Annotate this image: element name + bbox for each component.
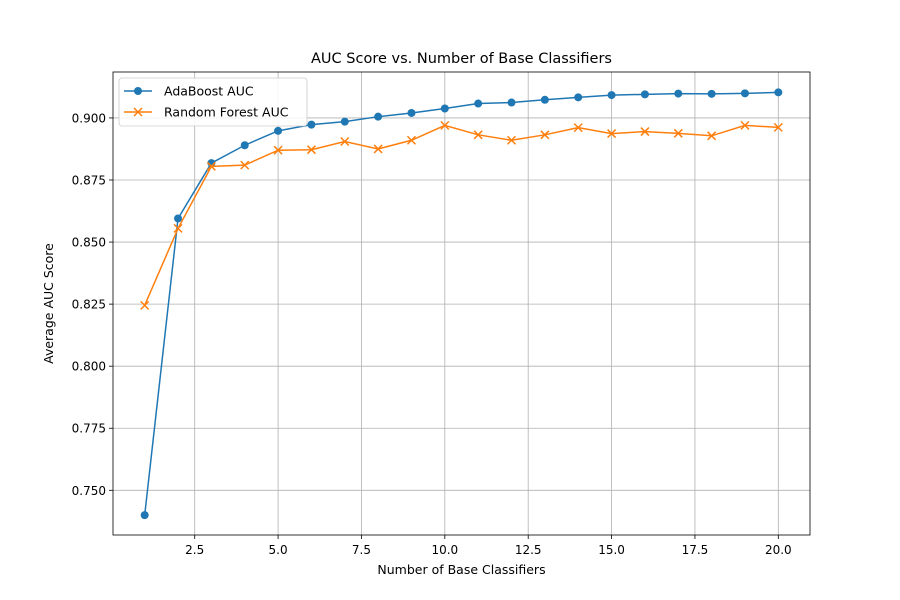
y-tick-label: 0.800 [72, 360, 106, 374]
plot-area-frame [112, 71, 811, 536]
x-tick-label: 7.5 [352, 543, 371, 557]
x-axis-label: Number of Base Classifiers [377, 562, 545, 577]
x-tick-label: 10.0 [431, 543, 458, 557]
tick-layer: 2.5 5.0 7.5 10.0 12.5 15.0 17.5 20.0 0.750 0.775 0… [72, 111, 792, 557]
x-tick-label: 2.5 [185, 543, 204, 557]
data-point-adaboost-auc [540, 95, 549, 104]
data-point-adaboost-auc [440, 104, 449, 113]
data-point-random-forest-auc [406, 135, 417, 145]
data-point-random-forest-auc [607, 129, 617, 139]
y-axis-label: Average AUC Score [41, 243, 56, 364]
data-point-adaboost-auc [374, 112, 383, 121]
y-tick-label: 0.850 [72, 236, 106, 250]
data-point-adaboost-auc [740, 89, 749, 98]
data-point-random-forest-auc [306, 145, 316, 155]
data-point-random-forest-auc [473, 130, 483, 140]
y-tick-label: 0.875 [72, 173, 106, 187]
legend-box [118, 77, 308, 127]
y-tick-label: 0.825 [72, 298, 106, 312]
data-point-adaboost-auc [274, 126, 283, 135]
data-point-random-forest-auc [573, 123, 583, 133]
legend-marker-random-forest [133, 107, 143, 117]
data-point-adaboost-auc [707, 89, 716, 98]
data-point-adaboost-auc [407, 108, 416, 117]
x-tick-label: 5.0 [269, 543, 288, 557]
data-point-random-forest-auc [140, 300, 150, 310]
data-point-random-forest-auc [707, 131, 717, 141]
legend-label-random-forest: Random Forest AUC [164, 105, 289, 120]
legend-marker-adaboost [134, 87, 142, 95]
data-point-random-forest-auc [373, 144, 383, 154]
data-point-random-forest-auc [240, 160, 250, 170]
chart-title: AUC Score vs. Number of Base Classifiers [311, 51, 612, 67]
x-tick-label: 17.5 [682, 543, 709, 557]
data-point-adaboost-auc [140, 511, 149, 520]
data-point-adaboost-auc [307, 120, 316, 129]
data-point-adaboost-auc [674, 89, 683, 98]
y-tick-label: 0.750 [72, 484, 106, 498]
legend: AdaBoost AUC Random Forest AUC [118, 77, 308, 127]
data-point-adaboost-auc [174, 214, 183, 223]
data-point-random-forest-auc [506, 135, 517, 145]
data-point-random-forest-auc [173, 223, 183, 233]
y-tick-label: 0.775 [72, 422, 106, 436]
data-point-adaboost-auc [607, 91, 616, 100]
data-point-random-forest-auc [773, 122, 783, 132]
data-point-random-forest-auc [540, 130, 550, 140]
data-point-random-forest-auc [740, 120, 750, 130]
data-point-adaboost-auc [640, 90, 649, 99]
x-tick-label: 15.0 [598, 543, 625, 557]
y-tick-label: 0.900 [72, 111, 106, 125]
series-layer [140, 88, 783, 520]
data-point-random-forest-auc [440, 120, 450, 130]
x-tick-label: 20.0 [765, 543, 792, 557]
data-point-adaboost-auc [507, 98, 516, 107]
data-point-adaboost-auc [474, 99, 483, 108]
data-point-random-forest-auc [206, 161, 216, 171]
series-line-adaboost-auc [143, 91, 779, 516]
legend-label-adaboost: AdaBoost AUC [164, 84, 254, 99]
data-point-random-forest-auc [673, 128, 683, 138]
grid-layer [113, 72, 810, 535]
series-line-random-forest-auc [143, 124, 779, 306]
data-point-adaboost-auc [340, 117, 349, 126]
data-point-random-forest-auc [273, 145, 283, 155]
data-point-random-forest-auc [640, 127, 650, 137]
data-point-adaboost-auc [774, 88, 783, 97]
data-point-adaboost-auc [574, 93, 583, 102]
data-point-adaboost-auc [240, 141, 249, 150]
x-tick-label: 12.5 [515, 543, 542, 557]
data-point-random-forest-auc [340, 136, 350, 147]
